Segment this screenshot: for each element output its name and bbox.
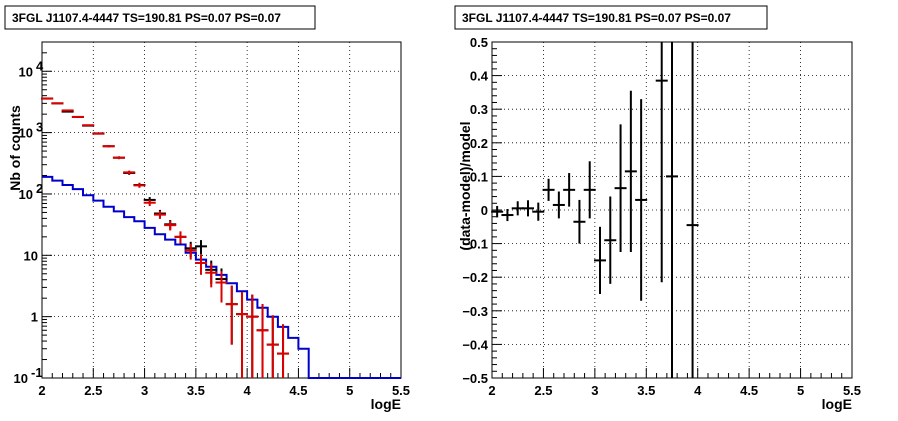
y-tick-label: 0.5 xyxy=(470,35,488,50)
data-point-3 xyxy=(123,170,136,175)
y-tick-label: −0.1 xyxy=(462,237,488,252)
x-tick-label: 3 xyxy=(591,383,598,398)
chart-panel-1: 3FGL J1107.4-4447 TS=190.81 PS=0.07 PS=0… xyxy=(4,5,410,412)
data-point-1 xyxy=(552,191,565,219)
data-point-2 xyxy=(194,240,207,255)
data-point-3 xyxy=(225,285,238,345)
y-tick-label: −0.2 xyxy=(462,270,488,285)
data-point-1 xyxy=(666,42,678,378)
data-point-1 xyxy=(604,196,617,284)
data-point-3 xyxy=(256,304,269,378)
x-tick-label: 5.5 xyxy=(843,383,861,398)
data-point-1 xyxy=(532,202,545,221)
x-axis-title: logE xyxy=(371,396,401,412)
x-tick-label: 5 xyxy=(346,383,353,398)
data-point-3 xyxy=(102,145,115,148)
x-tick-label: 4 xyxy=(244,383,252,398)
data-point-3 xyxy=(92,132,105,135)
y-tick-label: 0.2 xyxy=(470,136,488,151)
y-axis-title: (data-model)/model xyxy=(457,121,473,250)
data-point-3 xyxy=(215,271,228,303)
data-point-3 xyxy=(61,109,74,112)
y-tick-label: 10 xyxy=(19,187,33,202)
data-point-3 xyxy=(71,115,84,118)
chart-panel-2: 3FGL J1107.4-4447 TS=190.81 PS=0.07 PS=0… xyxy=(454,5,861,412)
x-tick-label: 5 xyxy=(797,383,804,398)
y-tick-label: 0.4 xyxy=(470,69,489,84)
y-axis-title: Nb of counts xyxy=(7,105,23,191)
x-tick-label: 2 xyxy=(38,383,45,398)
data-point-3 xyxy=(246,294,259,378)
y-tick-label: 10 xyxy=(14,371,28,386)
y-tick-label: −0.4 xyxy=(462,337,488,352)
data-point-1 xyxy=(573,199,586,244)
data-point-3 xyxy=(143,199,156,207)
y-tick-exponent: 3 xyxy=(36,120,43,135)
data-point-3 xyxy=(277,324,290,378)
data-point-1 xyxy=(635,99,648,301)
data-point-3 xyxy=(82,124,95,127)
x-tick-label: 2.5 xyxy=(534,383,552,398)
data-point-3 xyxy=(174,231,187,244)
x-axis-title: logE xyxy=(822,396,852,412)
data-point-3 xyxy=(112,156,125,160)
title-box xyxy=(4,5,316,30)
data-point-3 xyxy=(205,263,218,288)
plot-frame xyxy=(41,41,402,379)
y-tick-label: 0.3 xyxy=(470,102,488,117)
data-point-3 xyxy=(153,210,166,219)
data-point-1 xyxy=(614,124,627,252)
y-tick-label: 10 xyxy=(19,126,33,141)
x-tick-label: 4 xyxy=(694,383,702,398)
y-tick-label: 10 xyxy=(19,64,33,79)
title-box xyxy=(454,5,768,30)
data-point-3 xyxy=(194,254,207,275)
data-point-3 xyxy=(164,220,177,231)
x-tick-label: 5.5 xyxy=(392,383,410,398)
y-tick-label: 0.1 xyxy=(470,169,488,184)
y-tick-label: −0.3 xyxy=(462,304,488,319)
y-tick-label: 10 xyxy=(24,248,38,263)
chart-title: 3FGL J1107.4-4447 TS=190.81 PS=0.07 PS=0… xyxy=(462,11,731,25)
x-tick-label: 4.5 xyxy=(289,383,307,398)
data-point-1 xyxy=(583,161,596,219)
data-point-3 xyxy=(51,102,64,105)
data-point-3 xyxy=(41,97,54,100)
data-point-1 xyxy=(511,201,524,216)
data-point-1 xyxy=(655,42,668,283)
data-point-1 xyxy=(491,205,504,218)
data-point-1 xyxy=(563,173,576,207)
x-tick-label: 3.5 xyxy=(637,383,655,398)
x-tick-label: 4.5 xyxy=(740,383,758,398)
data-point-3 xyxy=(184,243,197,260)
x-tick-label: 2 xyxy=(488,383,495,398)
y-tick-label: −0.5 xyxy=(462,371,488,386)
y-tick-exponent: 4 xyxy=(36,58,44,73)
data-point-1 xyxy=(686,42,699,378)
data-point-1 xyxy=(522,200,534,217)
data-point-3 xyxy=(266,315,279,378)
data-point-1 xyxy=(542,178,555,201)
y-tick-exponent: 2 xyxy=(36,181,43,196)
data-point-1 xyxy=(501,208,514,222)
data-point-1 xyxy=(624,90,637,252)
x-tick-label: 2.5 xyxy=(84,383,102,398)
y-tick-label: 0 xyxy=(481,203,488,218)
data-point-3 xyxy=(236,292,249,378)
y-tick-exponent: -1 xyxy=(31,365,43,380)
x-tick-label: 3 xyxy=(141,383,148,398)
y-tick-label: 1 xyxy=(31,310,38,325)
data-point-3 xyxy=(133,183,146,188)
data-point-1 xyxy=(594,226,606,294)
chart-title: 3FGL J1107.4-4447 TS=190.81 PS=0.07 PS=0… xyxy=(12,11,281,25)
x-tick-label: 3.5 xyxy=(187,383,205,398)
